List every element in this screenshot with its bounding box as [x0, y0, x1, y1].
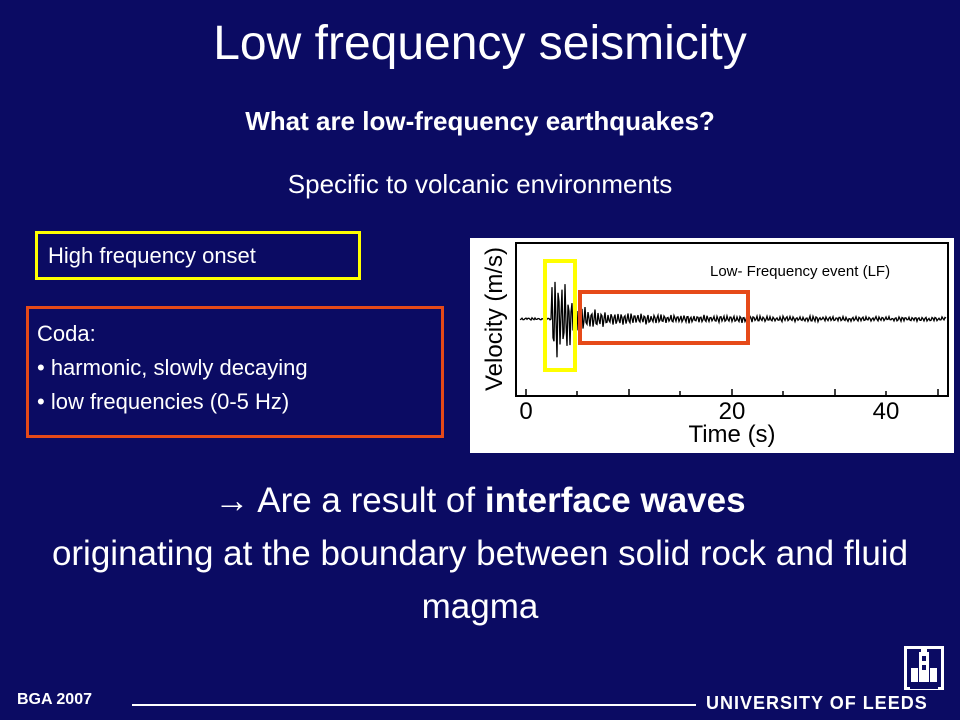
- onset-callout-label: High frequency onset: [48, 243, 256, 268]
- seismogram-figure: Low- Frequency event (LF) 0 20 40 Time (…: [470, 238, 954, 453]
- x-tick-marks: [525, 389, 939, 396]
- conclusion-prefix: Are a result of: [257, 481, 485, 520]
- slide-subtitle: What are low-frequency earthquakes?: [245, 106, 715, 136]
- university-name: UNIVERSITY OF LEEDS: [706, 693, 928, 713]
- x-axis-label: Time (s): [688, 421, 775, 448]
- seismogram-plot: Low- Frequency event (LF) 0 20 40 Time (…: [481, 242, 949, 448]
- conclusion-suffix: originating at the boundary between soli…: [51, 534, 909, 626]
- event-annotation: Low- Frequency event (LF): [710, 263, 890, 280]
- coda-callout: Coda: • harmonic, slowly decaying • low …: [26, 306, 444, 438]
- university-crest-icon: [904, 646, 944, 690]
- lead-text: Specific to volcanic environments: [287, 169, 673, 199]
- footer-event-label: BGA 2007: [17, 691, 92, 708]
- arrow-glyph: →: [214, 481, 250, 520]
- onset-highlight: [543, 259, 577, 372]
- x-tick-label: 40: [873, 398, 900, 425]
- coda-item: • low frequencies (0-5 Hz): [37, 389, 290, 414]
- coda-heading: Coda:: [37, 321, 96, 346]
- onset-callout: High frequency onset: [35, 231, 361, 280]
- footer-divider: [132, 704, 696, 706]
- coda-item: • harmonic, slowly decaying: [37, 355, 308, 380]
- conclusion-text: → Are a result of interface waves origin…: [0, 474, 960, 633]
- x-tick-label: 20: [719, 398, 746, 425]
- y-axis-label: Velocity (m/s): [481, 247, 508, 391]
- slide-title: Low frequency seismicity: [213, 17, 747, 70]
- conclusion-emphasis: interface waves: [484, 481, 746, 520]
- coda-highlight: [578, 290, 750, 345]
- velocity-trace: [519, 281, 947, 358]
- x-tick-label: 0: [519, 398, 532, 425]
